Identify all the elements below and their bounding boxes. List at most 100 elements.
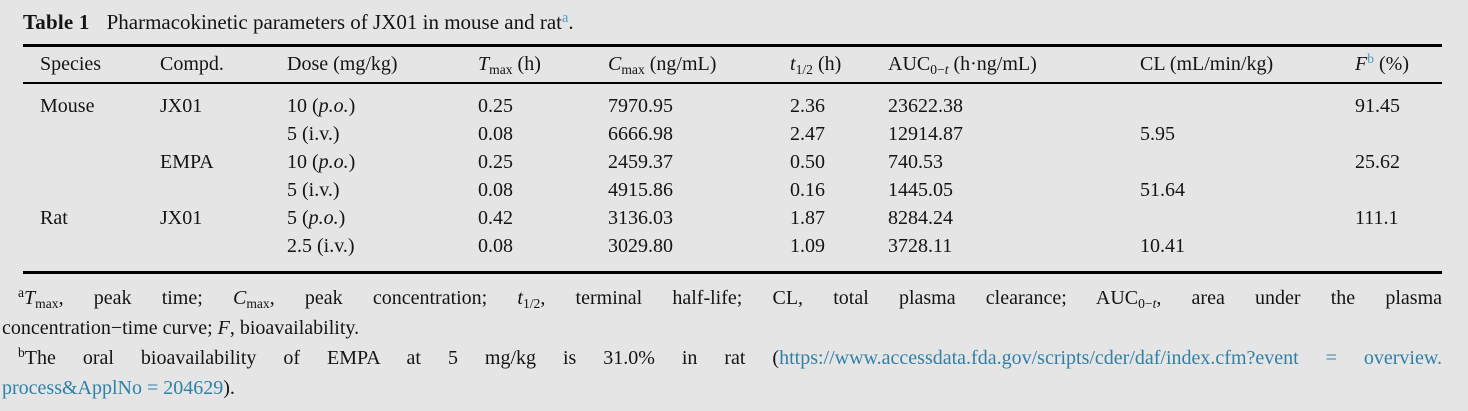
cell-f bbox=[1355, 120, 1442, 148]
cell-tmax: 0.25 bbox=[478, 150, 513, 173]
cell-species bbox=[23, 232, 160, 273]
f-symbol: F bbox=[1355, 53, 1368, 75]
cell-compd bbox=[160, 232, 287, 273]
col-header-f: Fb (%) bbox=[1355, 45, 1442, 84]
cell-tmax: 0.08 bbox=[478, 234, 513, 257]
pharmacokinetic-table: Species Compd. Dose (mg/kg) Tmax (h) Cma… bbox=[23, 44, 1442, 274]
footnote-marker-b-ref: b bbox=[1367, 51, 1375, 67]
cell-species: Mouse bbox=[40, 94, 95, 117]
cell-dose: 5 (p.o.) bbox=[287, 204, 478, 232]
cell-auc: 1445.05 bbox=[888, 178, 953, 201]
table-row: EMPA 10 (p.o.) 0.25 2459.37 0.50 740.53 … bbox=[23, 148, 1442, 176]
cell-dose: 5 (i.v.) bbox=[287, 176, 478, 204]
cell-dose: 10 (p.o.) bbox=[287, 83, 478, 120]
col-header-thalf: t1/2 (h) bbox=[790, 45, 888, 84]
auc-subscript: 0− bbox=[930, 61, 945, 77]
cell-tmax: 0.08 bbox=[478, 122, 513, 145]
footnote-marker-a-ref: a bbox=[562, 9, 569, 26]
col-header-cl: CL (mL/min/kg) bbox=[1140, 45, 1355, 84]
dose-value: 10 ( bbox=[287, 150, 319, 173]
cell-auc: 23622.38 bbox=[888, 94, 963, 117]
footnote-b-marker: b bbox=[18, 345, 25, 361]
cell-auc: 12914.87 bbox=[888, 122, 963, 145]
table-footnotes: aTmax, peak time; Cmax, peak concentrati… bbox=[2, 283, 1442, 403]
dose-close: ) bbox=[348, 94, 356, 117]
table-caption-title: Pharmacokinetic parameters of JX01 in mo… bbox=[106, 10, 563, 34]
dose-value: 10 ( bbox=[287, 94, 319, 117]
thalf-unit: (h) bbox=[812, 53, 842, 75]
footnote-text: max bbox=[246, 295, 270, 311]
dose-value: 5 ( bbox=[287, 206, 309, 229]
thalf-subscript: 1/2 bbox=[795, 61, 813, 77]
footnote-text: t bbox=[517, 287, 523, 309]
cmax-subscript: max bbox=[621, 61, 645, 77]
cell-compd bbox=[160, 176, 287, 204]
col-header-tmax: Tmax (h) bbox=[478, 45, 608, 84]
auc-unit: (h·ng/mL) bbox=[948, 53, 1037, 75]
cell-cmax: 3136.03 bbox=[608, 206, 673, 229]
cell-f bbox=[1355, 176, 1442, 204]
footnote-text: , terminal half-life; CL, total plasma c… bbox=[540, 287, 1139, 309]
footnote-text: ). bbox=[223, 377, 235, 399]
table-caption: Table 1 Pharmacokinetic parameters of JX0… bbox=[0, 0, 1468, 36]
footnote-text: C bbox=[232, 287, 247, 309]
cell-f bbox=[1355, 232, 1442, 273]
cmax-unit: (ng/mL) bbox=[644, 53, 717, 75]
dose-value: 2.5 (i.v.) bbox=[287, 234, 355, 257]
cell-thalf: 0.16 bbox=[790, 178, 825, 201]
cell-cl: 10.41 bbox=[1140, 234, 1185, 257]
footnote-text: , peak time; bbox=[58, 287, 233, 309]
table-row: 5 (i.v.) 0.08 4915.86 0.16 1445.05 51.64 bbox=[23, 176, 1442, 204]
dose-route: p.o. bbox=[318, 150, 349, 173]
cell-species: Rat bbox=[40, 206, 68, 229]
table-row: Rat JX01 5 (p.o.) 0.42 3136.03 1.87 8284… bbox=[23, 204, 1442, 232]
cell-compd bbox=[160, 120, 287, 148]
footnote-b-line1: bThe oral bioavailability of EMPA at 5 m… bbox=[2, 343, 1442, 373]
footnote-text: , peak concentration; bbox=[269, 287, 518, 309]
dose-route: p.o. bbox=[318, 94, 349, 117]
fda-link[interactable]: https://www.accessdata.fda.gov/scripts/c… bbox=[779, 347, 1443, 369]
cell-compd: JX01 bbox=[160, 206, 203, 229]
cell-thalf: 2.47 bbox=[790, 122, 825, 145]
tmax-symbol: T bbox=[478, 53, 490, 75]
cell-cl bbox=[1140, 204, 1355, 232]
thalf-symbol: t bbox=[790, 53, 796, 75]
cell-dose: 10 (p.o.) bbox=[287, 148, 478, 176]
cell-tmax: 0.42 bbox=[478, 206, 513, 229]
footnote-b-line2: process&ApplNo = 204629). bbox=[2, 373, 1442, 403]
cell-species bbox=[23, 120, 160, 148]
footnote-a-marker: a bbox=[18, 285, 25, 301]
tmax-subscript: max bbox=[489, 61, 513, 77]
dose-value: 5 (i.v.) bbox=[287, 178, 340, 201]
table-caption-label: Table 1 bbox=[23, 10, 90, 34]
footnote-text: , area under the plasma bbox=[1156, 287, 1443, 309]
footnote-text: T bbox=[24, 287, 36, 309]
col-header-species: Species bbox=[23, 45, 160, 84]
cell-cl bbox=[1140, 148, 1355, 176]
cell-f: 25.62 bbox=[1355, 150, 1400, 173]
cell-cl bbox=[1140, 83, 1355, 120]
cell-dose: 2.5 (i.v.) bbox=[287, 232, 478, 273]
cell-f: 111.1 bbox=[1355, 206, 1399, 229]
footnote-text: concentration−time curve; bbox=[2, 317, 218, 339]
cell-auc: 8284.24 bbox=[888, 206, 953, 229]
cell-species bbox=[23, 176, 160, 204]
col-header-dose: Dose (mg/kg) bbox=[287, 45, 478, 84]
cell-dose: 5 (i.v.) bbox=[287, 120, 478, 148]
cell-cmax: 3029.80 bbox=[608, 234, 673, 257]
cell-thalf: 1.87 bbox=[790, 206, 825, 229]
fda-link[interactable]: process&ApplNo = 204629 bbox=[2, 377, 224, 399]
footnote-a: aTmax, peak time; Cmax, peak concentrati… bbox=[2, 283, 1442, 343]
table-row: 2.5 (i.v.) 0.08 3029.80 1.09 3728.11 10.… bbox=[23, 232, 1442, 273]
auc-subscript-t: t bbox=[944, 61, 949, 77]
table-row: 5 (i.v.) 0.08 6666.98 2.47 12914.87 5.95 bbox=[23, 120, 1442, 148]
caption-period: . bbox=[568, 10, 574, 34]
footnote-text: 0− bbox=[1138, 295, 1153, 311]
table-row: Mouse JX01 10 (p.o.) 0.25 7970.95 2.36 2… bbox=[23, 83, 1442, 120]
footnote-text: , bioavailability. bbox=[229, 317, 360, 339]
cell-cmax: 2459.37 bbox=[608, 150, 673, 173]
footnote-text: max bbox=[35, 295, 59, 311]
cell-thalf: 1.09 bbox=[790, 234, 825, 257]
tmax-unit: (h) bbox=[512, 53, 541, 75]
